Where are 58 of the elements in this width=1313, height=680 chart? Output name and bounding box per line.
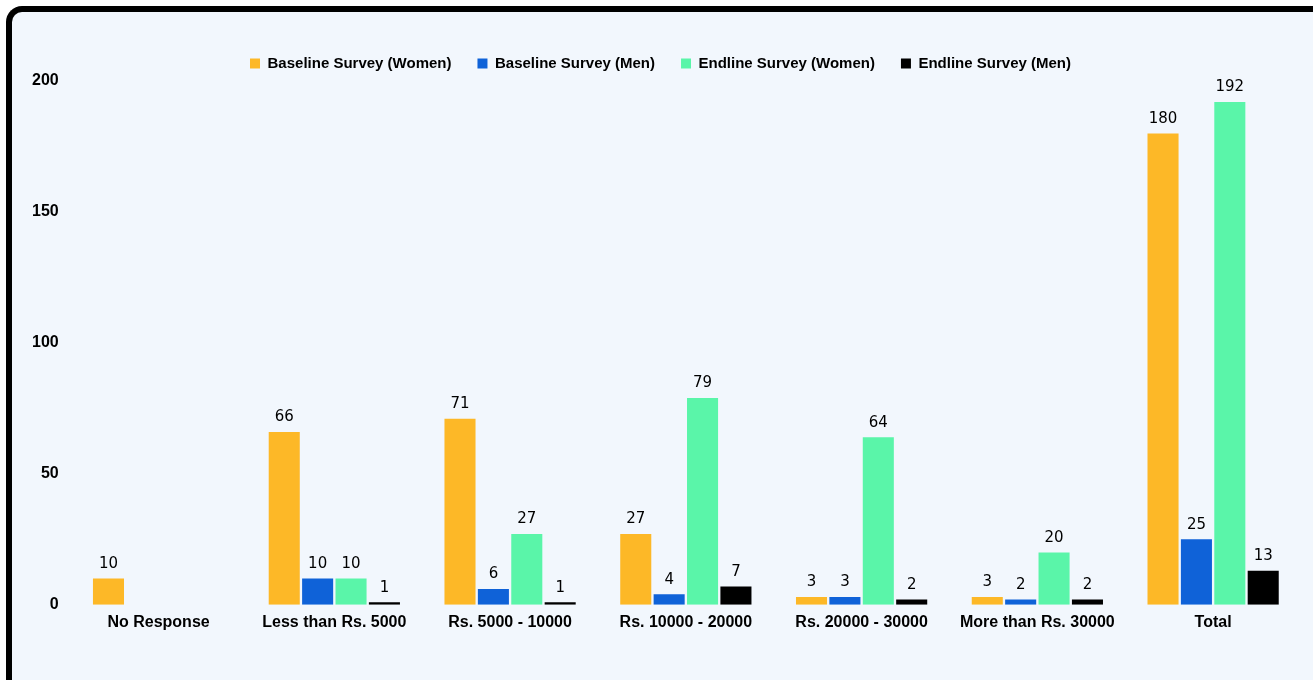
data-label: 79 xyxy=(693,373,713,392)
data-label: 6 xyxy=(488,564,499,583)
data-label: 10 xyxy=(341,554,361,572)
data-label: 13 xyxy=(1253,546,1273,565)
bar xyxy=(335,578,367,605)
bar xyxy=(1214,101,1246,605)
legend-label: Endline Survey (Men) xyxy=(918,53,1071,71)
data-label: 192 xyxy=(1215,77,1245,96)
x-tick-label: Rs. 5000 - 10000 xyxy=(448,612,573,630)
bar xyxy=(92,578,125,605)
data-label: 2 xyxy=(906,574,917,593)
bar xyxy=(720,586,752,605)
data-label: 180 xyxy=(1148,108,1178,127)
data-label: 64 xyxy=(868,412,888,431)
x-tick-label: Rs. 10000 - 20000 xyxy=(619,612,753,630)
data-label: 25 xyxy=(1186,514,1206,533)
data-label: 3 xyxy=(806,572,817,591)
bar xyxy=(1038,552,1070,605)
bar xyxy=(620,534,652,605)
data-label: 4 xyxy=(664,569,674,588)
bar xyxy=(511,534,543,605)
x-tick-label: Rs. 20000 - 30000 xyxy=(795,612,928,630)
bar xyxy=(1147,133,1179,605)
x-tick-label: Less than Rs. 5000 xyxy=(262,612,407,630)
data-label: 2 xyxy=(1015,574,1026,593)
y-tick-label: 200 xyxy=(31,71,59,89)
bar xyxy=(444,418,476,605)
data-label: 10 xyxy=(308,554,328,572)
legend-label: Baseline Survey (Women) xyxy=(267,53,452,71)
x-tick-label: No Response xyxy=(107,612,210,630)
legend-label: Endline Survey (Women) xyxy=(698,53,875,71)
data-label: 3 xyxy=(982,572,993,591)
data-label: 1 xyxy=(555,577,565,596)
y-tick-label: 100 xyxy=(31,333,59,351)
data-label: 3 xyxy=(840,572,850,591)
data-label: 10 xyxy=(98,554,119,572)
data-label: 1 xyxy=(379,577,390,596)
x-tick-label: Total xyxy=(1194,612,1232,630)
y-tick-label: 0 xyxy=(49,595,59,613)
y-tick-label: 150 xyxy=(31,202,59,220)
data-label: 7 xyxy=(731,561,741,580)
data-label: 20 xyxy=(1044,527,1064,546)
legend-label: Baseline Survey (Men) xyxy=(494,53,656,71)
bar xyxy=(687,397,719,605)
bar xyxy=(1247,570,1279,605)
data-label: 66 xyxy=(274,407,294,426)
x-tick-label: More than Rs. 30000 xyxy=(960,612,1115,630)
bar xyxy=(302,578,334,605)
bar xyxy=(1180,539,1212,605)
y-tick-label: 50 xyxy=(40,464,59,482)
bar xyxy=(477,589,509,605)
bar xyxy=(862,437,894,605)
data-label: 71 xyxy=(450,394,470,413)
data-label: 27 xyxy=(517,509,537,528)
bar xyxy=(268,431,300,605)
data-label: 27 xyxy=(626,509,646,528)
bar xyxy=(653,594,685,605)
data-label: 2 xyxy=(1082,574,1093,593)
